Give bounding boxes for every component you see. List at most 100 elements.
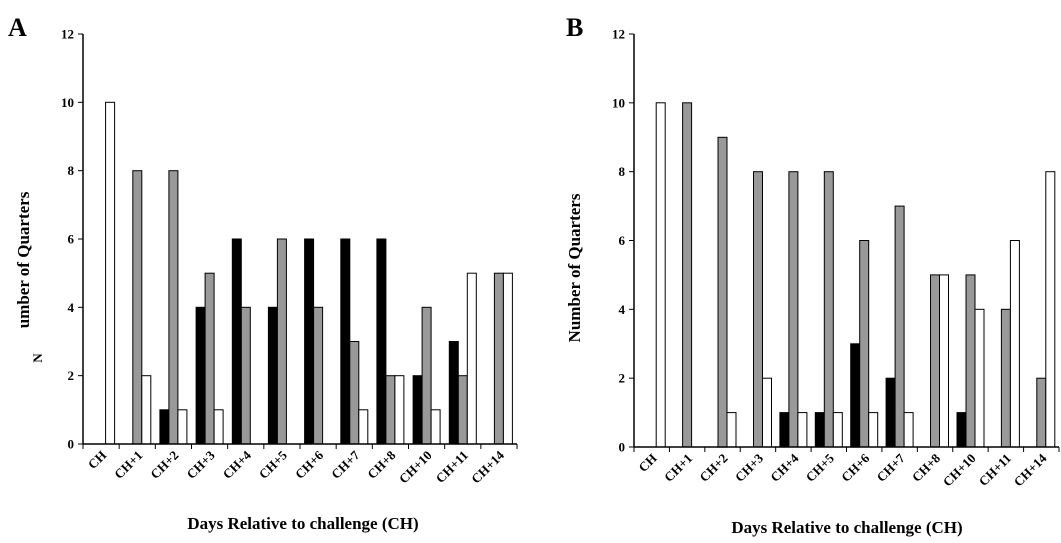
bar-a-s1-CH+4	[240, 306, 251, 445]
bar-b-s2-CH+14	[1045, 171, 1056, 448]
y-tick-label-a: 4	[68, 300, 75, 315]
y-tick-label-a: 6	[68, 232, 75, 247]
bar-b-s1-CH+5	[823, 171, 834, 448]
x-axis-title-a: Days Relative to challenge (CH)	[187, 514, 418, 533]
bar-b-s0-CH+5	[814, 412, 825, 448]
bar-b-s2-CH+11	[1009, 240, 1020, 448]
x-tick-label-a: CH+7	[328, 447, 363, 482]
x-tick-label-b: CH+11	[976, 451, 1014, 489]
bar-b-s1-CH+10	[965, 274, 976, 448]
bar-a-s2-CH+7	[358, 409, 369, 445]
bar-a-s2-CH+8	[394, 375, 405, 445]
x-tick-label-b: CH+8	[909, 450, 944, 485]
bar-a-s1-CH+7	[349, 341, 360, 445]
chart-panel-b: B Days Relative to challenge (CH) Number…	[565, 13, 1060, 537]
y-tick-label-a: 0	[68, 437, 75, 452]
chart-panel-a: A Days Relative to challenge (CH) umber …	[8, 13, 518, 533]
bar-a-s2-CH+14	[502, 272, 513, 445]
y-tick-label-a: 12	[61, 27, 74, 42]
bar-a-s2-CH	[105, 101, 116, 445]
x-tick-label-a: CH+11	[433, 448, 471, 486]
y-tick-label-b: 0	[619, 440, 626, 455]
x-tick-label-a: CH	[85, 448, 109, 472]
y-tick-label-b: 8	[619, 164, 626, 179]
x-tick-label-a: CH+10	[396, 448, 435, 487]
bar-a-s0-CH+4	[231, 238, 242, 445]
panel-label-a: A	[8, 13, 27, 42]
bar-a-s2-CH+11	[466, 272, 477, 445]
bar-b-s1-CH+11	[1000, 308, 1011, 448]
bar-b-s2-CH+4	[797, 412, 808, 448]
bar-b-s1-CH+14	[1036, 377, 1047, 448]
bar-a-s1-CH+2	[168, 170, 179, 445]
bar-b-s0-CH+10	[956, 412, 967, 448]
bar-a-s2-CH+2	[177, 409, 188, 445]
bar-b-s1-CH+8	[930, 274, 940, 448]
bar-b-s0-CH+7	[885, 377, 896, 448]
bar-a-s1-CH+8	[385, 375, 396, 445]
bar-a-s1-CH+11	[457, 375, 468, 445]
bar-a-s1-CH+10	[421, 306, 432, 445]
bar-b-s1-CH+7	[894, 205, 905, 448]
y-tick-label-a: 10	[61, 95, 74, 110]
bar-b-s2-CH+8	[939, 274, 949, 448]
x-tick-label-b: CH+6	[838, 450, 873, 485]
bar-a-s0-CH+3	[195, 306, 206, 445]
bar-a-s1-CH+14	[493, 272, 504, 445]
x-tick-label-a: CH+5	[256, 447, 291, 482]
x-tick-label-a: CH+4	[220, 447, 255, 482]
x-tick-label-b: CH+5	[803, 450, 838, 485]
y-tick-label-b: 12	[612, 27, 625, 42]
y-tick-label-b: 10	[612, 95, 625, 110]
y-tick-label-b: 6	[619, 233, 626, 248]
bar-b-s2-CH+5	[832, 412, 843, 448]
bar-b-s1-CH+6	[859, 240, 870, 448]
bar-a-s2-CH+1	[141, 375, 152, 445]
y-tick-label-b: 4	[619, 302, 626, 317]
x-tick-label-a: CH+1	[111, 448, 145, 482]
bar-b-s0-CH+6	[850, 343, 861, 448]
x-tick-label-a: CH+6	[292, 447, 327, 482]
bar-a-s0-CH+11	[448, 341, 459, 445]
x-tick-label-a: CH+3	[183, 447, 218, 482]
bar-a-s0-CH+10	[412, 375, 423, 445]
bar-b-s1-CH+1	[682, 102, 693, 448]
bar-a-s2-CH+3	[213, 409, 224, 445]
y-axis-title-a-initial: N	[30, 353, 45, 363]
bar-a-s0-CH+5	[267, 306, 278, 445]
x-tick-label-b: CH+4	[767, 450, 802, 485]
bar-a-s0-CH+6	[304, 238, 315, 445]
x-tick-label-b: CH+3	[732, 450, 767, 485]
bar-b-s2-CH+6	[868, 412, 879, 448]
bar-a-s2-CH+10	[430, 409, 441, 445]
bar-b-s2-CH+2	[726, 412, 737, 448]
bar-b-s1-CH+4	[788, 171, 799, 448]
y-tick-label-b: 2	[619, 371, 626, 386]
bar-b-s1-CH+3	[753, 171, 763, 448]
x-tick-label-a: CH+8	[364, 447, 399, 482]
x-axis-title-b: Days Relative to challenge (CH)	[731, 518, 962, 537]
bar-b-s2-CH	[655, 102, 666, 448]
bar-b-s2-CH+10	[974, 308, 985, 448]
x-tick-label-b: CH	[635, 451, 659, 475]
bar-b-s0-CH+4	[779, 412, 790, 448]
panel-label-b: B	[566, 13, 583, 42]
bar-a-s0-CH+7	[340, 238, 351, 445]
y-axis-title-b: Number of Quarters	[565, 193, 584, 342]
bar-b-s2-CH+3	[762, 377, 772, 448]
y-axis-title-a: umber of Quarters	[14, 191, 33, 328]
bar-a-s1-CH+5	[276, 238, 287, 445]
bar-a-s0-CH+2	[159, 409, 170, 445]
bar-a-s1-CH+6	[313, 306, 324, 445]
x-tick-label-a: CH+14	[468, 447, 507, 486]
x-tick-label-b: CH+7	[873, 450, 908, 485]
x-tick-label-b: CH+10	[940, 451, 979, 490]
x-tick-label-b: CH+14	[1011, 450, 1050, 489]
bar-a-s1-CH+3	[204, 272, 215, 445]
x-tick-label-b: CH+2	[696, 451, 730, 485]
bar-a-s0-CH+8	[376, 238, 387, 445]
y-tick-label-a: 8	[68, 163, 75, 178]
x-tick-label-b: CH+1	[661, 451, 695, 485]
x-tick-label-a: CH+2	[147, 448, 181, 482]
